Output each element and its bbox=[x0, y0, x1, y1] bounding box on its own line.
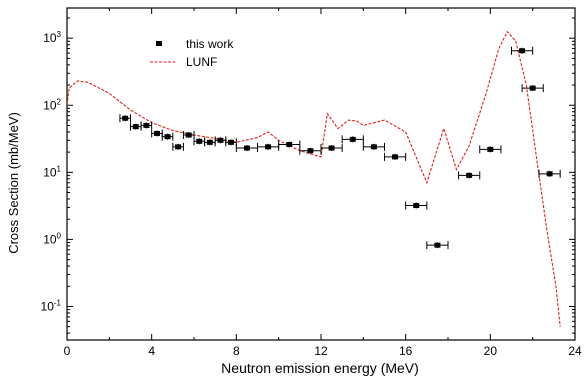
series-line-lunf bbox=[67, 30, 561, 327]
point-marker bbox=[164, 134, 171, 140]
y-tick-exponent: -1 bbox=[54, 298, 62, 307]
point-marker bbox=[265, 144, 272, 150]
point-marker bbox=[307, 148, 314, 154]
data-point bbox=[538, 169, 561, 178]
data-point bbox=[257, 142, 280, 151]
x-tick-label: 4 bbox=[148, 344, 155, 358]
point-marker bbox=[286, 141, 293, 147]
data-point bbox=[151, 129, 163, 138]
data-point bbox=[479, 145, 502, 154]
y-tick-label: 101 bbox=[43, 164, 61, 179]
point-marker bbox=[228, 139, 235, 145]
x-tick-label: 24 bbox=[568, 344, 582, 358]
y-tick-exponent: 0 bbox=[57, 231, 62, 240]
data-point bbox=[130, 122, 142, 131]
data-series-group bbox=[67, 30, 561, 327]
x-tick-label: 20 bbox=[484, 344, 498, 358]
point-marker bbox=[328, 145, 335, 151]
point-marker bbox=[185, 132, 192, 138]
y-tick-base: 10 bbox=[43, 31, 57, 45]
y-tick-label: 100 bbox=[43, 231, 61, 246]
plot-frame bbox=[66, 7, 576, 341]
y-tick-label: 102 bbox=[43, 97, 61, 112]
data-point bbox=[225, 138, 237, 147]
data-point bbox=[426, 241, 449, 250]
y-tick-label: 103 bbox=[43, 30, 61, 45]
y-tick-exponent: 2 bbox=[57, 97, 62, 106]
data-point bbox=[140, 121, 153, 130]
point-marker bbox=[132, 124, 139, 130]
y-axis-label: Cross Section (mb/MeV) bbox=[6, 112, 21, 254]
data-point bbox=[341, 135, 364, 144]
data-point bbox=[214, 136, 227, 145]
x-tick-label: 0 bbox=[64, 344, 71, 358]
point-marker bbox=[217, 137, 224, 143]
x-axis-label: Neutron emission energy (MeV) bbox=[221, 360, 419, 376]
point-marker bbox=[529, 85, 536, 91]
point-marker bbox=[434, 242, 441, 248]
point-marker bbox=[487, 146, 494, 152]
point-marker bbox=[466, 172, 473, 178]
legend: this work LUNF bbox=[150, 37, 234, 69]
y-tick-exponent: 3 bbox=[57, 30, 62, 39]
data-point bbox=[235, 144, 258, 153]
data-point bbox=[299, 146, 322, 155]
data-point bbox=[362, 142, 385, 151]
data-point bbox=[384, 152, 407, 161]
y-tick-label: 10-1 bbox=[41, 298, 62, 313]
y-tick-base: 10 bbox=[41, 299, 55, 313]
data-point bbox=[458, 171, 481, 180]
y-tick-base: 10 bbox=[43, 98, 57, 112]
point-marker bbox=[519, 48, 526, 54]
legend-label: LUNF bbox=[186, 55, 217, 69]
data-point bbox=[161, 132, 174, 141]
data-point bbox=[204, 138, 216, 147]
x-tick-label: 16 bbox=[399, 344, 413, 358]
x-tick-label: 12 bbox=[314, 344, 328, 358]
point-marker bbox=[370, 144, 377, 150]
point-marker bbox=[392, 154, 399, 160]
data-point bbox=[119, 114, 131, 123]
point-marker bbox=[206, 139, 213, 145]
point-marker bbox=[143, 122, 150, 128]
point-marker bbox=[413, 203, 420, 209]
data-point bbox=[521, 84, 544, 93]
point-marker bbox=[243, 145, 250, 151]
y-tick-base: 10 bbox=[43, 232, 57, 246]
x-tick-label: 8 bbox=[233, 344, 240, 358]
data-point bbox=[320, 144, 343, 153]
point-marker bbox=[546, 171, 553, 177]
data-point bbox=[193, 137, 206, 146]
data-point bbox=[172, 142, 184, 151]
point-marker bbox=[175, 144, 182, 150]
point-marker bbox=[122, 115, 129, 121]
data-point bbox=[405, 201, 428, 210]
point-marker bbox=[153, 130, 160, 136]
y-tick-exponent: 1 bbox=[57, 164, 62, 173]
data-point bbox=[182, 131, 195, 140]
y-tick-base: 10 bbox=[43, 165, 57, 179]
legend-label: this work bbox=[186, 37, 234, 51]
legend-marker-this-work bbox=[156, 41, 162, 46]
data-point bbox=[511, 46, 534, 55]
point-marker bbox=[349, 136, 356, 142]
point-marker bbox=[196, 138, 203, 144]
